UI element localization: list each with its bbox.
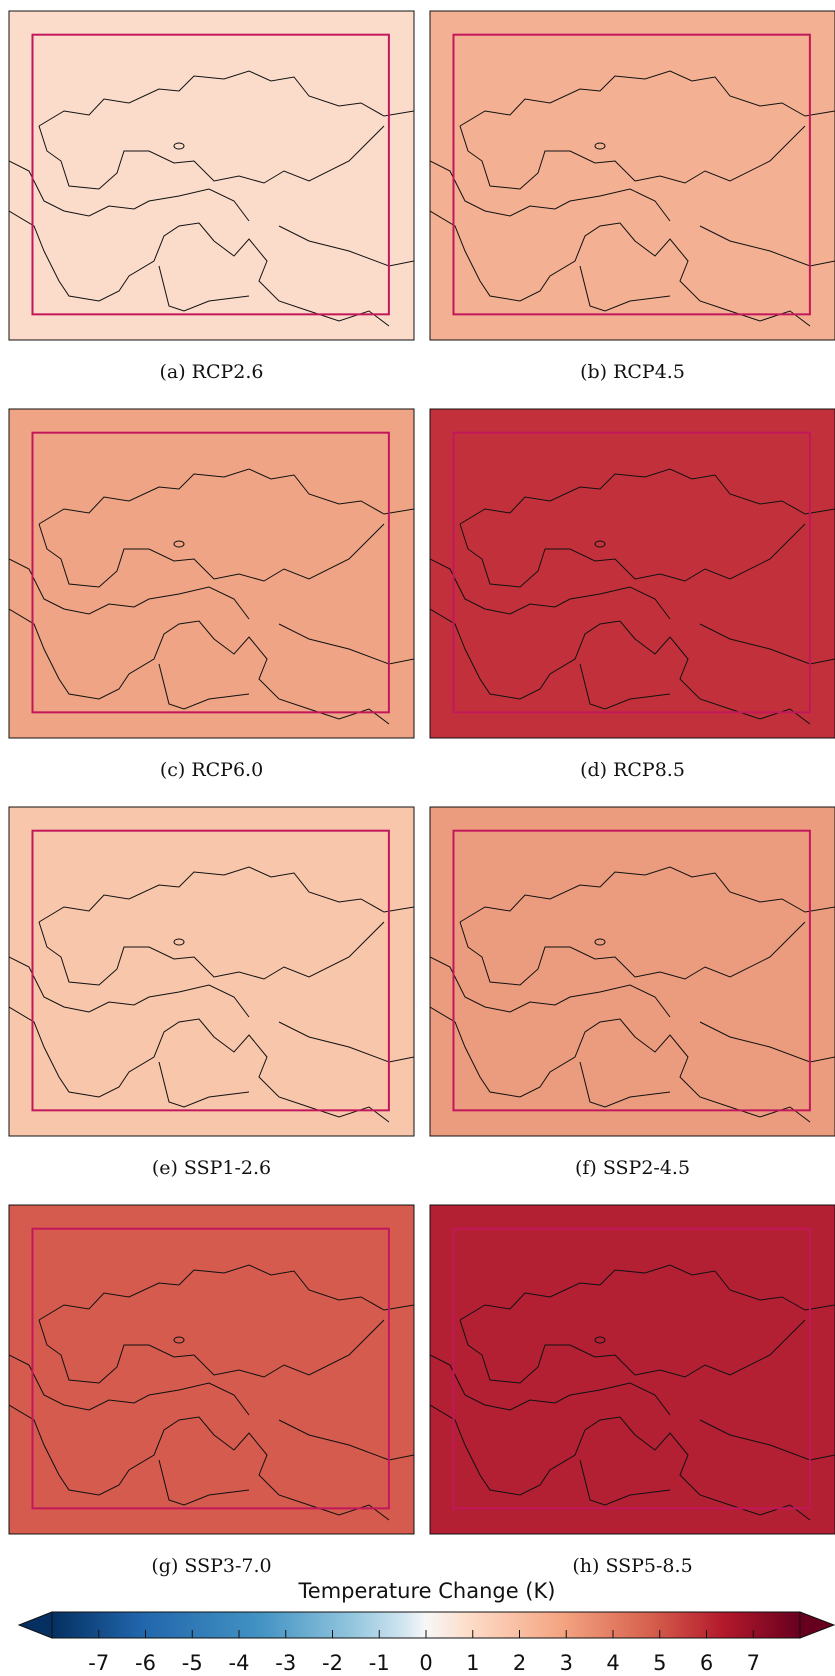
colorbar-tick-label: 1 (466, 1651, 479, 1675)
map-panel (8, 408, 415, 739)
map-panel (429, 806, 835, 1137)
domain-box (452, 431, 811, 714)
colorbar-tick-label: 2 (513, 1651, 526, 1675)
map-body (9, 409, 414, 738)
map-frame (8, 1204, 415, 1535)
colorbar-extend (17, 1611, 53, 1639)
map-frame (8, 806, 415, 1137)
colorbar-tick-label: 7 (747, 1651, 760, 1675)
map-panel (429, 408, 835, 739)
map-body (430, 807, 835, 1136)
panel-label: (d) RCP8.5 (580, 759, 685, 781)
colorbar-tick-label: 6 (700, 1651, 713, 1675)
map-frame (429, 10, 835, 341)
map-panel (429, 1204, 835, 1535)
map-fill (9, 1205, 414, 1534)
map-body (430, 1205, 835, 1534)
colorbar-tick-label: -2 (322, 1651, 343, 1675)
domain-box (452, 33, 811, 316)
colorbar-tick-label: -1 (369, 1651, 390, 1675)
map-body (9, 1205, 414, 1534)
map-frame (429, 806, 835, 1137)
panel-label: (c) RCP6.0 (160, 759, 263, 781)
domain-box (31, 33, 390, 316)
colorbar-tick-label: -3 (275, 1651, 296, 1675)
domain-box (452, 829, 811, 1112)
panel-label: (e) SSP1-2.6 (152, 1157, 271, 1179)
map-frame (8, 10, 415, 341)
map-body (9, 11, 414, 340)
map-body (430, 11, 835, 340)
map-body (9, 807, 414, 1136)
colorbar: Temperature Change (K) -7 -6 -5 -4 -3 -2 -1 0 1 2… (17, 1579, 835, 1675)
map-fill (9, 11, 414, 340)
maps: (a) RCP2.6 (b) RCP4.5 (c) RCP6.0 (d) RCP8.5… (8, 10, 835, 1577)
domain-box (31, 431, 390, 714)
domain-box (31, 829, 390, 1112)
map-panel (429, 10, 835, 341)
colorbar-title: Temperature Change (K) (298, 1579, 556, 1603)
colorbar-tick-label: 4 (606, 1651, 619, 1675)
map-fill (430, 409, 835, 738)
map-panel (8, 806, 415, 1137)
map-frame (429, 1204, 835, 1535)
map-fill (430, 1205, 835, 1534)
colorbar-tick-label: -6 (135, 1651, 156, 1675)
colorbar-tick-label: -5 (182, 1651, 203, 1675)
map-panel (8, 10, 415, 341)
map-frame (8, 408, 415, 739)
domain-box (452, 1227, 811, 1510)
map-fill (430, 807, 835, 1136)
colorbar-tick-label: 0 (419, 1651, 432, 1675)
map-frame (429, 408, 835, 739)
panel-label: (g) SSP3-7.0 (151, 1555, 271, 1577)
colorbar-tick-label: 5 (653, 1651, 666, 1675)
map-panel (8, 1204, 415, 1535)
panel-label: (h) SSP5-8.5 (572, 1555, 692, 1577)
map-body (430, 409, 835, 738)
panel-label: (b) RCP4.5 (580, 361, 685, 383)
map-fill (9, 807, 414, 1136)
domain-box (31, 1227, 390, 1510)
colorbar-extend (799, 1611, 835, 1639)
panel-label: (f) SSP2-4.5 (575, 1157, 690, 1179)
map-fill (430, 11, 835, 340)
map-fill (9, 409, 414, 738)
panel-label: (a) RCP2.6 (159, 361, 263, 383)
colorbar-tick-label: 3 (560, 1651, 573, 1675)
colorbar-tick-label: -7 (88, 1651, 109, 1675)
colorbar-tick-label: -4 (229, 1651, 250, 1675)
